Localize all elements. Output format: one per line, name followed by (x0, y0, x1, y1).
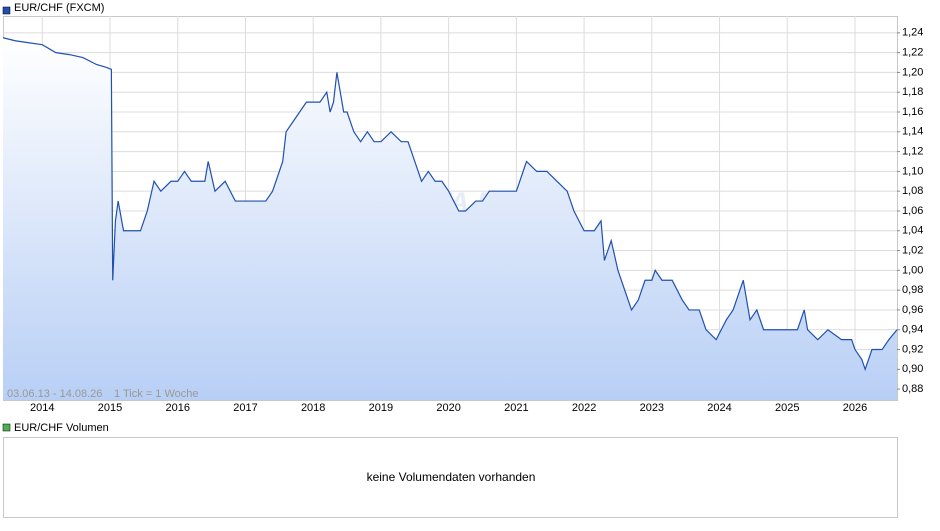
y-tick-label: 0,90 (902, 363, 923, 375)
x-tick-label: 2018 (301, 402, 325, 414)
y-tick-label: 1,10 (902, 165, 923, 177)
y-tick-label: 0,98 (902, 284, 923, 296)
y-tick-label: 0,94 (902, 324, 923, 336)
y-tick-label: 0,96 (902, 304, 923, 316)
range-note: 03.06.13 - 14.08.26 (7, 388, 102, 400)
y-tick-label: 1,12 (902, 145, 923, 157)
x-tick-label: 2022 (572, 402, 596, 414)
x-tick-label: 2014 (30, 402, 54, 414)
x-tick-label: 2015 (98, 402, 122, 414)
y-tick-label: 1,18 (902, 86, 923, 98)
area (3, 37, 897, 401)
x-tick-label: 2025 (775, 402, 799, 414)
y-tick-label: 1,16 (902, 106, 923, 118)
volume-panel (3, 437, 898, 518)
chart-title: EUR/CHF (FXCM) (14, 2, 104, 14)
y-tick-label: 1,20 (902, 66, 923, 78)
x-tick-label: 2023 (640, 402, 664, 414)
x-tick-label: 2020 (436, 402, 460, 414)
volume-title: EUR/CHF Volumen (14, 422, 109, 434)
x-tick-label: 2017 (233, 402, 257, 414)
legend-swatch (2, 6, 11, 15)
y-tick-label: 1,14 (902, 126, 923, 138)
y-tick-label: 1,06 (902, 205, 923, 217)
volume-swatch (2, 423, 11, 432)
volume-note: keine Volumendaten vorhanden (367, 470, 536, 484)
x-tick-label: 2019 (369, 402, 393, 414)
x-tick-label: 2024 (707, 402, 731, 414)
y-tick-label: 1,08 (902, 185, 923, 197)
y-tick-label: 1,00 (902, 264, 923, 276)
tick-note: 1 Tick = 1 Woche (114, 388, 198, 400)
y-tick-label: 0,92 (902, 343, 923, 355)
x-tick-label: 2016 (165, 402, 189, 414)
y-tick-label: 1,24 (902, 27, 923, 39)
x-tick-label: 2026 (843, 402, 867, 414)
line (2, 37, 898, 372)
y-tick-label: 0,88 (902, 383, 923, 395)
y-tick-label: 1,22 (902, 47, 923, 59)
x-tick-label: 2021 (504, 402, 528, 414)
y-tick-label: 1,04 (902, 225, 923, 237)
y-tick-label: 1,02 (902, 244, 923, 256)
